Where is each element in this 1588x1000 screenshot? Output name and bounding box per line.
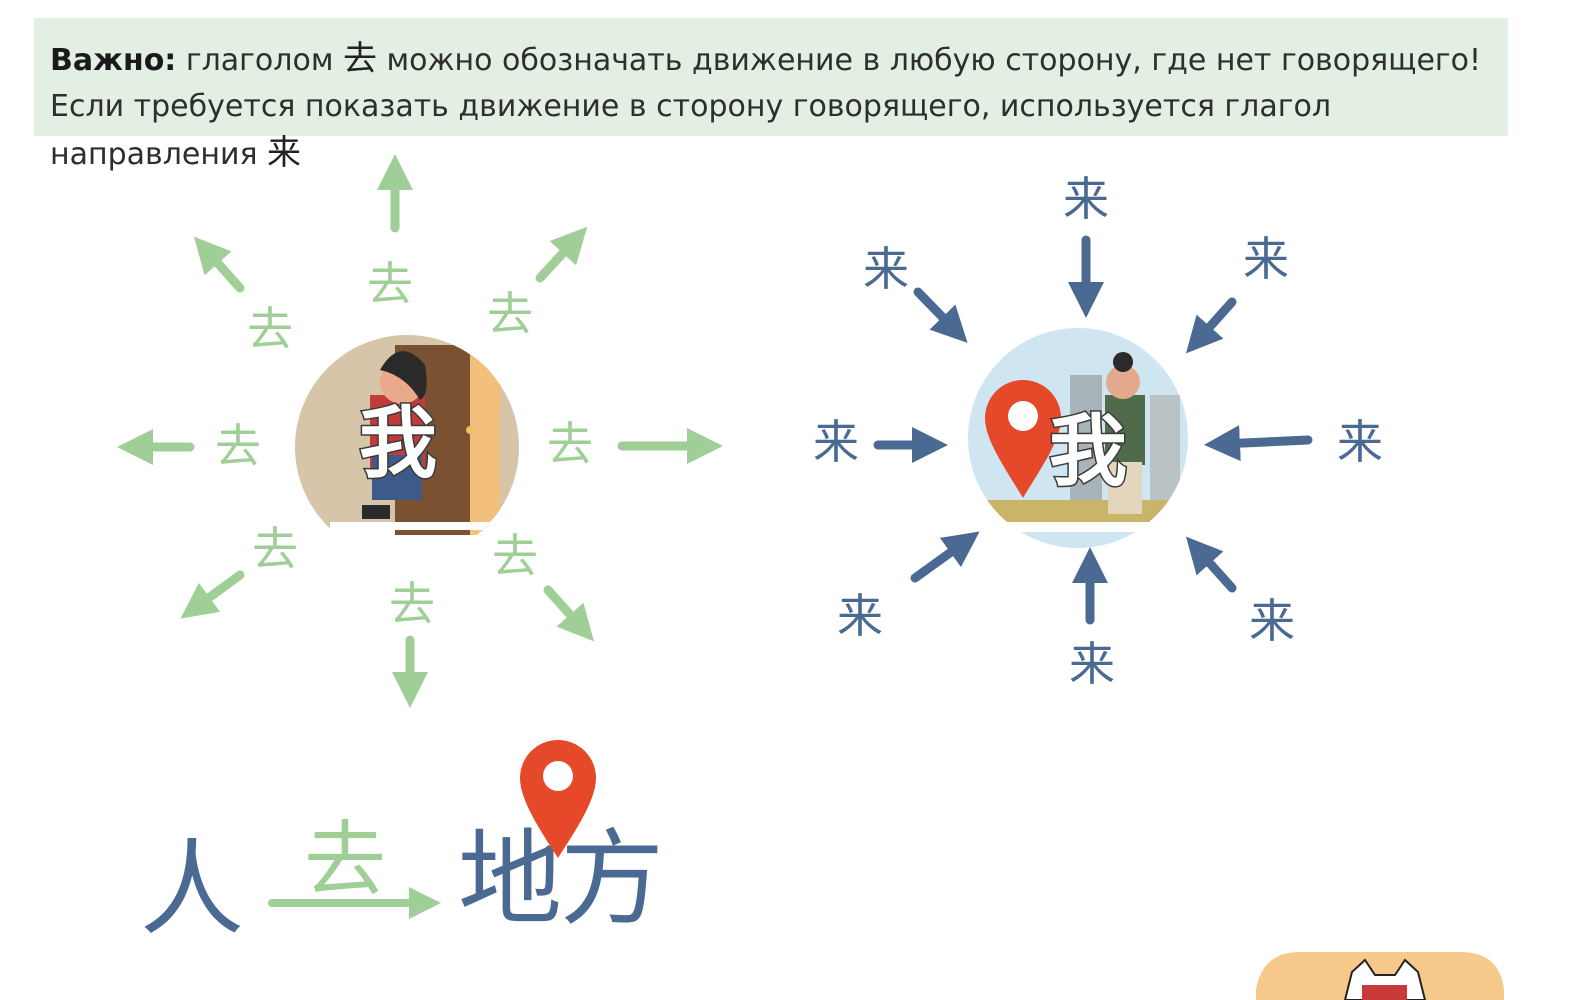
label-qu-left: 去: [215, 419, 261, 473]
label-lai-top-right: 来: [1243, 232, 1289, 286]
arrow-from-bottom-left: [910, 531, 980, 583]
label-qu-top: 去: [367, 257, 413, 311]
arrow-down-right: [543, 585, 595, 642]
mascot-badge-icon: [1256, 952, 1504, 1000]
note-bold-label: Важно:: [50, 43, 177, 78]
arrow-down-left: [180, 570, 245, 619]
arrow-from-bottom-right: [1185, 536, 1237, 593]
left-arrows: [117, 154, 723, 708]
label-lai-top: 来: [1063, 172, 1109, 226]
label-qu-bottom-left: 去: [252, 522, 298, 576]
note-lai-char: 来: [267, 133, 302, 173]
right-labels: 来 来 来 来 来 来 来 来: [813, 172, 1383, 691]
phrase-place-2: 方: [560, 818, 664, 940]
phrase-place-1: 地: [458, 818, 562, 940]
right-arrows: [873, 235, 1313, 625]
label-lai-bottom-right: 来: [1249, 594, 1295, 648]
note-text-2: можно обозначать движение в любую сторон…: [50, 43, 1482, 172]
label-lai-right: 来: [1337, 415, 1383, 469]
arrow-from-right: [1204, 425, 1313, 462]
label-qu-top-left: 去: [247, 302, 293, 356]
phrase-diagram: 人 去 地 方: [140, 740, 664, 950]
phrase-person: 人: [140, 828, 244, 950]
note-text-1: глаголом: [176, 43, 343, 78]
label-qu-top-right: 去: [487, 287, 533, 341]
left-avatar-scene: [295, 335, 519, 535]
label-qu-bottom: 去: [389, 577, 435, 631]
location-pin-icon: [985, 380, 1061, 498]
note-qu-char: 去: [342, 39, 377, 79]
label-qu-bottom-right: 去: [492, 529, 538, 583]
arrow-up-left: [193, 236, 245, 293]
phrase-verb: 去: [304, 813, 386, 908]
label-lai-bottom: 来: [1069, 637, 1115, 691]
label-lai-left: 来: [813, 415, 859, 469]
important-note: Важно: глаголом 去 можно обозначать движе…: [34, 18, 1508, 173]
right-diagram: 我 来 来 来 来 来 来 来 来: [813, 172, 1383, 691]
label-qu-right: 去: [547, 417, 593, 471]
left-labels: 去 去 去 去 去 去 去 去: [215, 257, 593, 631]
location-pin-icon: [520, 740, 596, 858]
arrow-up-right: [535, 226, 588, 283]
label-lai-bottom-left: 来: [837, 589, 883, 643]
left-center-me: 我: [359, 399, 437, 489]
arrow-from-top-right: [1185, 297, 1237, 354]
arrow-from-top-left: [913, 287, 968, 343]
label-lai-top-left: 来: [863, 242, 909, 296]
right-center-me: 我: [1049, 407, 1127, 497]
left-diagram: 我 去 去 去 去 去 去 去 去: [117, 154, 723, 708]
